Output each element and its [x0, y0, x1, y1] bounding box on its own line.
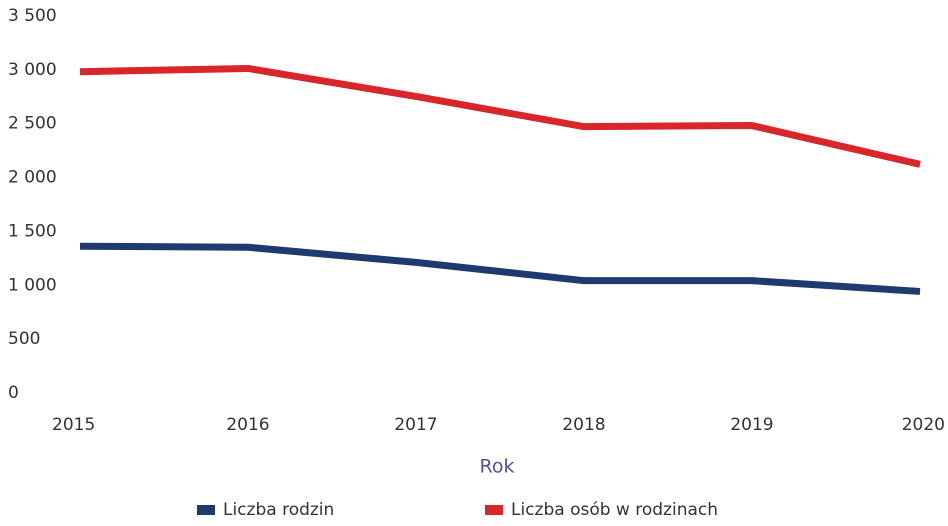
x-axis-title: Rok	[480, 456, 515, 478]
x-tick-label: 2018	[562, 415, 605, 435]
y-tick-label: 1 500	[8, 221, 57, 241]
y-tick-label: 1 000	[8, 275, 57, 295]
y-tick-label: 2 000	[8, 168, 57, 188]
x-tick-label: 2020	[902, 415, 945, 435]
x-tick-label: 2019	[730, 415, 773, 435]
legend-swatch	[197, 505, 215, 515]
x-tick-label: 2016	[226, 415, 269, 435]
y-tick-label: 500	[8, 329, 40, 349]
y-tick-label: 0	[8, 383, 19, 403]
y-tick-label: 3 500	[8, 6, 57, 26]
x-tick-label: 2015	[52, 415, 95, 435]
x-tick-label: 2017	[394, 415, 437, 435]
legend-swatch	[485, 505, 503, 515]
series-line	[79, 242, 921, 295]
series-line	[79, 64, 921, 168]
legend-label: Liczba rodzin	[223, 500, 334, 520]
legend-label: Liczba osób w rodzinach	[511, 500, 718, 520]
y-tick-label: 2 500	[8, 114, 57, 134]
y-tick-label: 3 000	[8, 60, 57, 80]
